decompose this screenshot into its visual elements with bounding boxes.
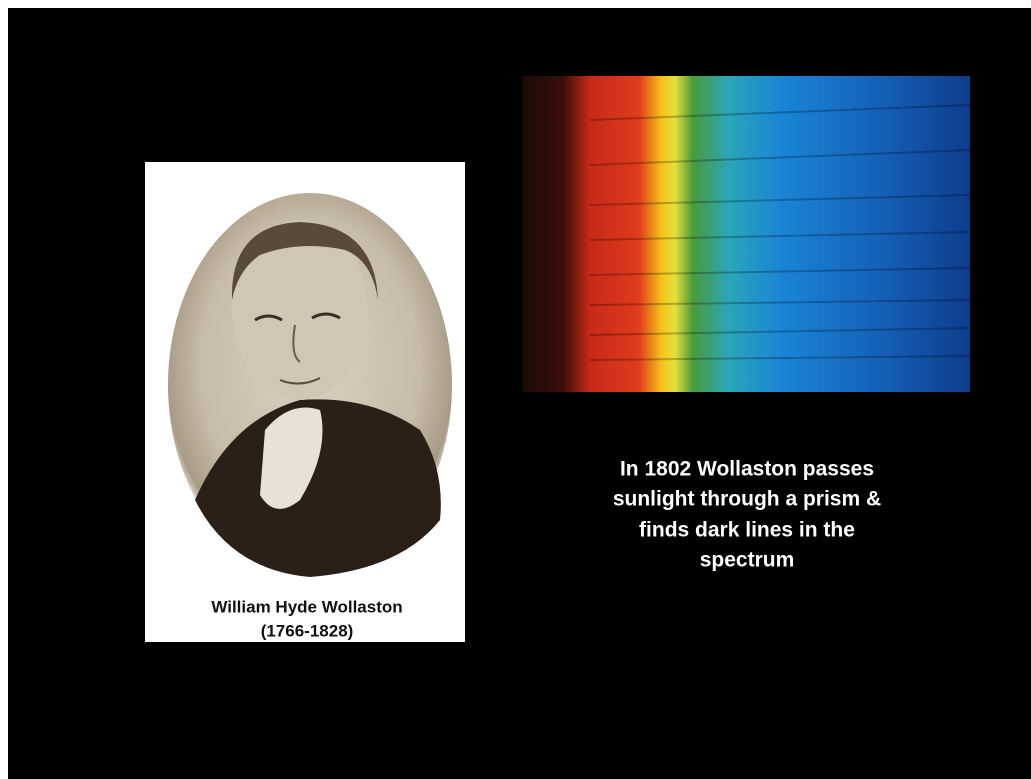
portrait-caption: (1766-1828) xyxy=(261,621,354,640)
portrait-figure xyxy=(195,220,441,577)
portrait-caption: William Hyde Wollaston xyxy=(211,597,402,616)
spectrum-image xyxy=(523,76,970,392)
description-line: In 1802 Wollaston passes xyxy=(620,458,874,481)
description-line: spectrum xyxy=(700,549,795,572)
spectrum-dark-lines xyxy=(589,104,971,361)
description-line: sunlight through a prism & xyxy=(613,488,881,511)
description-line: finds dark lines in the xyxy=(639,519,855,542)
